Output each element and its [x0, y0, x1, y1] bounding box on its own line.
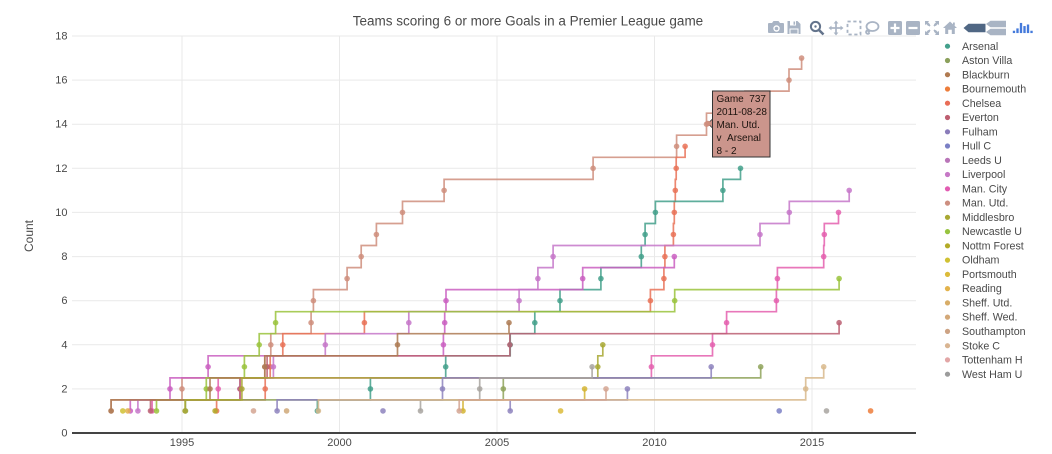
svg-text:10: 10: [55, 207, 67, 219]
svg-text:Leeds U: Leeds U: [962, 155, 1002, 167]
svg-text:Liverpool: Liverpool: [962, 169, 1005, 181]
svg-text:2011-08-28: 2011-08-28: [717, 107, 768, 118]
svg-text:Middlesbro: Middlesbro: [962, 212, 1014, 224]
svg-text:v Arsenal: v Arsenal: [717, 133, 761, 144]
svg-text:Chelsea: Chelsea: [962, 98, 1001, 110]
svg-text:2015: 2015: [800, 437, 824, 449]
svg-text:Blackburn: Blackburn: [962, 69, 1010, 81]
svg-text:Newcastle U: Newcastle U: [962, 226, 1022, 238]
svg-text:2010: 2010: [642, 437, 666, 449]
svg-text:12: 12: [55, 163, 67, 175]
svg-text:Fulham: Fulham: [962, 126, 998, 138]
svg-text:8: 8: [61, 251, 67, 263]
svg-text:Portsmouth: Portsmouth: [962, 269, 1017, 281]
svg-text:Aston Villa: Aston Villa: [962, 55, 1012, 67]
svg-text:14: 14: [55, 119, 67, 131]
svg-text:Reading: Reading: [962, 283, 1002, 295]
svg-text:Tottenham H: Tottenham H: [962, 355, 1023, 367]
svg-text:Count: Count: [22, 219, 36, 252]
svg-text:Everton: Everton: [962, 112, 999, 124]
svg-text:Man. Utd.: Man. Utd.: [962, 198, 1008, 210]
svg-text:2: 2: [61, 383, 67, 395]
svg-text:8 - 2: 8 - 2: [717, 146, 737, 157]
svg-text:Man. Utd.: Man. Utd.: [717, 120, 760, 131]
svg-text:Southampton: Southampton: [962, 326, 1026, 338]
svg-text:Nottm Forest: Nottm Forest: [962, 240, 1024, 252]
svg-text:Man. City: Man. City: [962, 183, 1008, 195]
svg-text:1995: 1995: [170, 437, 194, 449]
svg-text:Game 737: Game 737: [717, 94, 767, 105]
svg-text:6: 6: [61, 295, 67, 307]
svg-text:2000: 2000: [327, 437, 351, 449]
svg-text:0: 0: [61, 428, 67, 440]
svg-text:16: 16: [55, 75, 67, 87]
svg-text:2005: 2005: [485, 437, 509, 449]
svg-text:Oldham: Oldham: [962, 255, 1000, 267]
svg-text:Bournemouth: Bournemouth: [962, 84, 1026, 96]
svg-text:Hull C: Hull C: [962, 141, 991, 153]
svg-text:4: 4: [61, 339, 67, 351]
svg-text:Sheff. Wed.: Sheff. Wed.: [962, 312, 1017, 324]
svg-text:Teams scoring 6 or more Goals: Teams scoring 6 or more Goals in a Premi…: [353, 14, 703, 29]
svg-text:Sheff. Utd.: Sheff. Utd.: [962, 298, 1012, 310]
svg-text:Arsenal: Arsenal: [962, 41, 998, 53]
svg-text:18: 18: [55, 31, 67, 43]
svg-text:West Ham U: West Ham U: [962, 369, 1022, 381]
svg-text:Stoke C: Stoke C: [962, 340, 1000, 352]
